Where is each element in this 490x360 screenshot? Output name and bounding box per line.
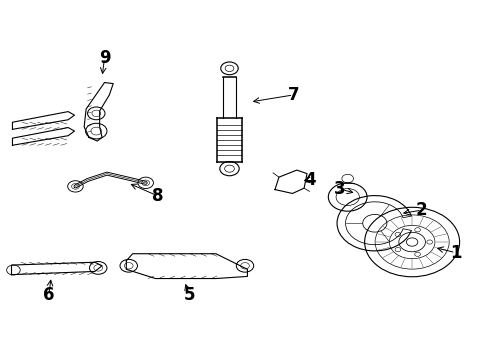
Polygon shape (12, 127, 74, 145)
Text: 6: 6 (43, 286, 54, 304)
Polygon shape (275, 170, 307, 193)
Text: 8: 8 (152, 187, 164, 205)
Text: 9: 9 (98, 49, 110, 67)
Text: 7: 7 (288, 86, 299, 104)
Text: 3: 3 (334, 180, 345, 198)
Text: 5: 5 (184, 286, 195, 304)
Text: 2: 2 (416, 201, 428, 219)
Polygon shape (11, 262, 102, 275)
Text: 1: 1 (450, 244, 462, 262)
Polygon shape (84, 82, 113, 141)
Text: 4: 4 (305, 171, 316, 189)
Polygon shape (12, 112, 74, 129)
Polygon shape (126, 254, 247, 279)
